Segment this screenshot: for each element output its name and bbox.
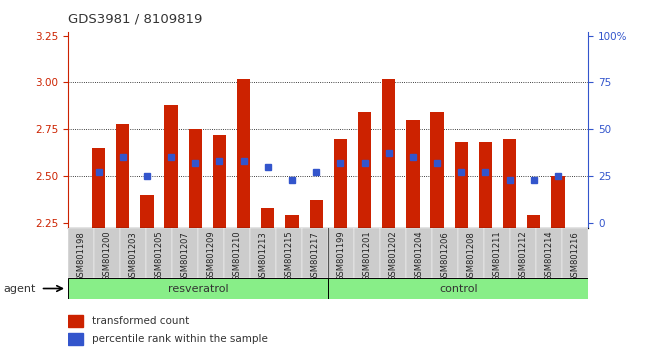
Bar: [68, 333, 83, 345]
Bar: [164, 105, 177, 228]
Text: GSM801209: GSM801209: [207, 231, 216, 281]
Text: GSM801200: GSM801200: [103, 231, 112, 281]
Text: GSM801199: GSM801199: [337, 231, 346, 281]
Text: GSM801208: GSM801208: [467, 231, 476, 281]
Bar: [140, 195, 153, 228]
Bar: [68, 278, 328, 299]
Bar: [172, 228, 198, 278]
Text: GSM801216: GSM801216: [571, 231, 580, 281]
Bar: [430, 112, 444, 228]
Bar: [276, 228, 302, 278]
Bar: [309, 200, 323, 228]
Bar: [120, 228, 146, 278]
Bar: [92, 148, 105, 228]
Bar: [406, 120, 419, 228]
Bar: [432, 228, 458, 278]
Bar: [188, 129, 202, 228]
Text: GSM801214: GSM801214: [545, 231, 554, 281]
Bar: [479, 142, 492, 228]
Bar: [551, 176, 565, 228]
Text: GSM801198: GSM801198: [77, 231, 86, 281]
Bar: [224, 228, 250, 278]
Bar: [536, 228, 562, 278]
Text: GSM801205: GSM801205: [155, 231, 164, 281]
Text: GSM801202: GSM801202: [389, 231, 398, 281]
Bar: [68, 228, 94, 278]
Bar: [510, 228, 536, 278]
Bar: [328, 278, 588, 299]
Bar: [328, 228, 354, 278]
Bar: [146, 228, 172, 278]
Text: GSM801213: GSM801213: [259, 231, 268, 281]
Text: GSM801215: GSM801215: [285, 231, 294, 281]
Bar: [250, 228, 276, 278]
Bar: [198, 228, 224, 278]
Bar: [116, 124, 129, 228]
Bar: [261, 208, 274, 228]
Bar: [237, 79, 250, 228]
Bar: [285, 215, 298, 228]
Bar: [562, 228, 588, 278]
Bar: [527, 215, 540, 228]
Text: GSM801210: GSM801210: [233, 231, 242, 281]
Text: percentile rank within the sample: percentile rank within the sample: [92, 335, 268, 344]
Bar: [503, 138, 516, 228]
Bar: [406, 228, 432, 278]
Bar: [354, 228, 380, 278]
Bar: [213, 135, 226, 228]
Text: GSM801203: GSM801203: [129, 231, 138, 281]
Text: GSM801201: GSM801201: [363, 231, 372, 281]
Text: GSM801206: GSM801206: [441, 231, 450, 281]
Text: GSM801212: GSM801212: [519, 231, 528, 281]
Bar: [380, 228, 406, 278]
Text: resveratrol: resveratrol: [168, 284, 229, 293]
Bar: [484, 228, 510, 278]
Text: GDS3981 / 8109819: GDS3981 / 8109819: [68, 12, 203, 25]
Bar: [382, 79, 395, 228]
Bar: [454, 142, 468, 228]
Bar: [302, 228, 328, 278]
Text: GSM801207: GSM801207: [181, 231, 190, 281]
Text: agent: agent: [3, 284, 36, 293]
Bar: [333, 138, 347, 228]
Text: GSM801217: GSM801217: [311, 231, 320, 281]
Text: GSM801204: GSM801204: [415, 231, 424, 281]
Bar: [94, 228, 120, 278]
Bar: [458, 228, 484, 278]
Text: transformed count: transformed count: [92, 316, 189, 326]
Text: control: control: [439, 284, 478, 293]
Bar: [68, 315, 83, 327]
Bar: [358, 112, 371, 228]
Text: GSM801211: GSM801211: [493, 231, 502, 281]
